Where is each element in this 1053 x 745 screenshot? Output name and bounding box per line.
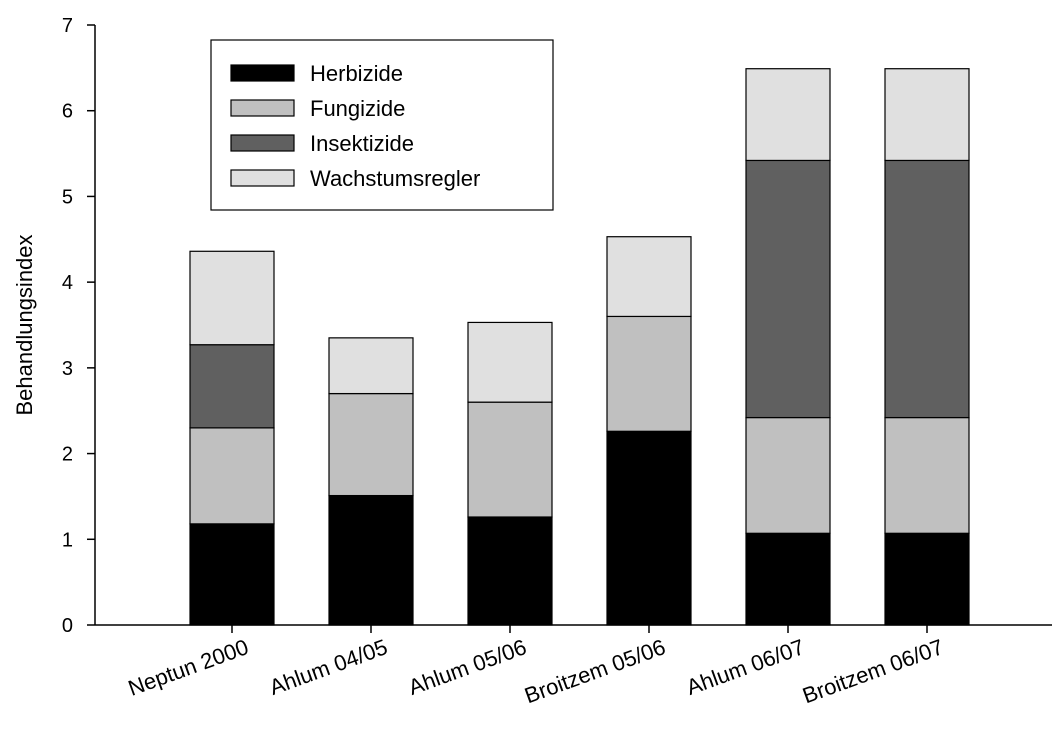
bar-segment-wachstumsregler (467, 321, 553, 403)
legend-label: Fungizide (310, 96, 405, 121)
legend-swatch (230, 64, 295, 82)
x-tick-label: Ahlum 06/07 (683, 634, 808, 700)
bar-stack (606, 236, 692, 626)
legend-swatch (230, 169, 295, 187)
legend-label: Insektizide (310, 131, 414, 156)
bars (189, 68, 970, 626)
x-tick-label: Broitzem 05/06 (521, 634, 669, 708)
y-tick-label: 2 (62, 444, 73, 466)
bar-segment-wachstumsregler (884, 68, 970, 162)
bar-segment-insektizide (884, 159, 970, 419)
bar-segment-herbizide (467, 516, 553, 626)
bar-segment-fungizide (467, 401, 553, 518)
bar-stack (328, 337, 414, 626)
y-tick-label: 4 (62, 272, 73, 294)
x-tick-label: Ahlum 04/05 (266, 634, 391, 700)
legend-swatch (230, 99, 295, 117)
bar-segment-herbizide (884, 532, 970, 626)
y-tick-label: 1 (62, 529, 73, 551)
bar-segment-insektizide (745, 159, 831, 419)
y-tick-label: 7 (62, 15, 73, 37)
y-tick-label: 6 (62, 101, 73, 123)
y-tick-label: 0 (62, 615, 73, 637)
x-tick-label: Ahlum 05/06 (405, 634, 530, 700)
bar-stack (884, 68, 970, 626)
bar-segment-fungizide (328, 392, 414, 497)
legend-label: Wachstumsregler (310, 166, 480, 191)
legend: Herbizide Fungizide Insektizide Wachstumsre… (210, 39, 554, 211)
bar-stack (189, 250, 275, 626)
bar-segment-wachstumsregler (606, 236, 692, 318)
bar-stack (745, 68, 831, 626)
y-axis-title: Behandlungsindex (12, 234, 37, 415)
bar-segment-fungizide (606, 315, 692, 432)
bar-segment-herbizide (745, 532, 831, 626)
x-tick-label: Neptun 2000 (125, 634, 252, 701)
bar-segment-fungizide (884, 416, 970, 534)
bar-segment-herbizide (606, 430, 692, 626)
bar-segment-fungizide (745, 416, 831, 534)
legend-label: Herbizide (310, 61, 403, 86)
x-axis: Neptun 2000 Ahlum 04/05 Ahlum 05/06Broitze… (95, 624, 1052, 708)
bar-segment-wachstumsregler (328, 337, 414, 395)
bar-segment-wachstumsregler (189, 250, 275, 346)
y-tick-label: 5 (62, 186, 73, 208)
bar-segment-fungizide (189, 427, 275, 525)
bar-segment-wachstumsregler (745, 68, 831, 162)
y-tick-label: 3 (62, 358, 73, 380)
bar-segment-herbizide (328, 494, 414, 626)
y-axis: 0 1 2 3 4 5 6 7 (62, 15, 96, 637)
bar-stack (467, 321, 553, 626)
bar-segment-insektizide (189, 344, 275, 429)
x-tick-label: Broitzem 06/07 (799, 634, 947, 708)
legend-swatch (230, 134, 295, 152)
bar-segment-herbizide (189, 523, 275, 626)
